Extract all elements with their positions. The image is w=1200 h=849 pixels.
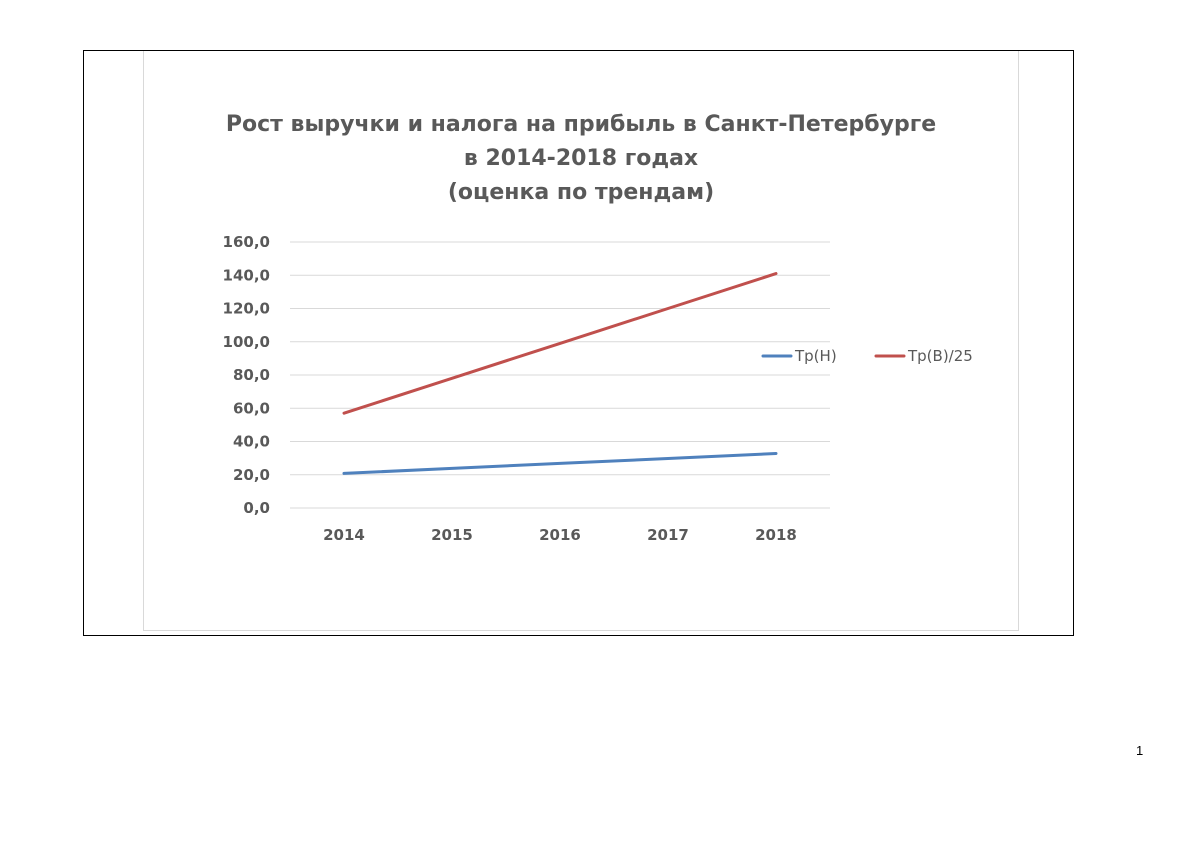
x-axis-ticks: 2014 2015 2016 2017 2018 (323, 526, 797, 544)
y-tick-label: 40,0 (233, 433, 270, 451)
x-tick-label: 2015 (431, 526, 473, 544)
y-tick-label: 140,0 (223, 266, 270, 284)
y-tick-label: 20,0 (233, 466, 270, 484)
x-tick-label: 2017 (647, 526, 689, 544)
series-lines (342, 272, 778, 475)
y-tick-label: 100,0 (223, 333, 270, 351)
y-tick-label: 0,0 (243, 499, 270, 517)
x-tick-label: 2016 (539, 526, 581, 544)
chart-title-line-2: в 2014-2018 годах (463, 146, 699, 171)
x-tick-label: 2018 (755, 526, 797, 544)
chart-title-line-1: Рост выручки и налога на прибыль в Санкт… (225, 112, 937, 137)
y-tick-label: 60,0 (233, 399, 270, 417)
chart-title: Рост выручки и налога на прибыль в Санкт… (143, 108, 1019, 210)
legend-label: Тр(В)/25 (907, 347, 973, 365)
gridlines (290, 241, 830, 509)
legend-item-2: Тр(В)/25 (874, 347, 973, 365)
legend-item-1: Тр(Н) (761, 347, 837, 365)
y-tick-label: 160,0 (223, 233, 270, 251)
legend: Тр(Н) Тр(В)/25 (761, 347, 973, 365)
series-line-1 (342, 452, 778, 475)
page-number: 1 (1136, 743, 1144, 758)
chart-area (143, 51, 1019, 631)
y-tick-label: 120,0 (223, 300, 270, 318)
y-tick-label: 80,0 (233, 366, 270, 384)
legend-label: Тр(Н) (794, 347, 837, 365)
x-tick-label: 2014 (323, 526, 365, 544)
y-axis-ticks: 0,0 20,0 40,0 60,0 80,0 100,0 120,0 140,0 160,0 (223, 233, 270, 517)
series-line-2 (342, 272, 778, 415)
chart-title-line-3: (оценка по трендам) (447, 180, 715, 205)
